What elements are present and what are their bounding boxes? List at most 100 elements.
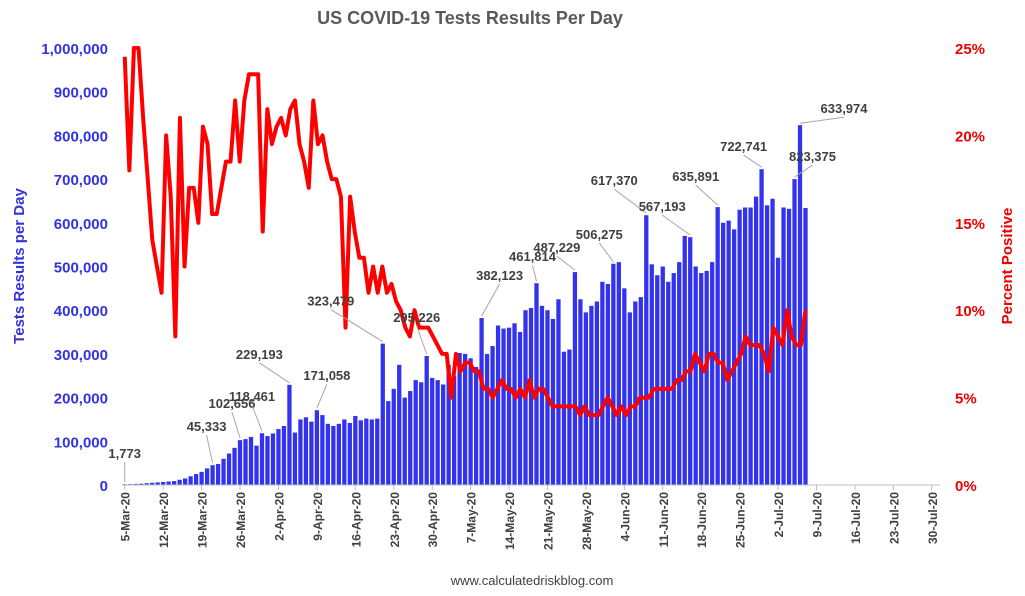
x-axis: 5-Mar-20 12-Mar-20 19-Mar-20 26-Mar-20 2-Apr… bbox=[119, 485, 940, 550]
bar bbox=[506, 327, 512, 485]
bar bbox=[671, 273, 676, 485]
bar bbox=[150, 482, 155, 485]
x-tick-label: 9-Apr-20 bbox=[311, 492, 325, 541]
bar bbox=[715, 207, 720, 485]
annotation-label: 461,814 bbox=[509, 249, 557, 264]
bar bbox=[786, 208, 792, 485]
bar bbox=[677, 262, 682, 485]
bar bbox=[386, 401, 391, 485]
bar bbox=[556, 299, 561, 485]
bar bbox=[298, 419, 303, 485]
annotation-leader bbox=[695, 184, 719, 206]
bar bbox=[133, 483, 138, 485]
annotation-leader bbox=[613, 188, 647, 214]
bar bbox=[237, 440, 243, 485]
x-tick-label: 16-Jul-20 bbox=[849, 492, 863, 544]
bar bbox=[490, 346, 495, 485]
bar bbox=[314, 410, 320, 485]
x-tick-label: 7-May-20 bbox=[465, 492, 479, 544]
x-tick-label: 9-Jul-20 bbox=[811, 492, 825, 538]
x-tick-label: 16-Apr-20 bbox=[349, 492, 363, 548]
annotation-leader bbox=[481, 283, 501, 317]
annotation-leader bbox=[661, 214, 691, 236]
bar bbox=[473, 367, 479, 485]
bar bbox=[792, 179, 797, 485]
x-tick-label: 26-Mar-20 bbox=[234, 492, 248, 548]
bar bbox=[452, 375, 457, 485]
bar bbox=[380, 343, 385, 485]
y2-tick-label: 5% bbox=[955, 391, 977, 408]
annotation-leader bbox=[598, 242, 614, 263]
x-tick-label: 28-May-20 bbox=[580, 492, 594, 550]
bar bbox=[265, 436, 270, 485]
bar bbox=[375, 418, 380, 485]
bar bbox=[166, 481, 171, 485]
x-tick-label: 23-Apr-20 bbox=[388, 492, 402, 548]
bar bbox=[232, 447, 237, 485]
bar bbox=[369, 419, 374, 485]
annotation-label: 633,974 bbox=[821, 101, 869, 116]
bar bbox=[693, 266, 698, 485]
x-tick-label: 30-Jul-20 bbox=[926, 492, 940, 544]
bar bbox=[688, 237, 693, 485]
bar bbox=[611, 263, 616, 485]
annotation-leader bbox=[251, 405, 263, 432]
bar bbox=[199, 471, 204, 485]
bar bbox=[139, 483, 144, 485]
bar bbox=[616, 262, 621, 485]
y2-tick-label: 25% bbox=[955, 41, 985, 58]
bar bbox=[182, 478, 188, 485]
bar bbox=[347, 422, 352, 485]
annotation-leader bbox=[794, 164, 813, 178]
bar bbox=[775, 257, 781, 485]
y-tick-label: 700,000 bbox=[54, 172, 108, 189]
annotation-leader bbox=[532, 265, 537, 282]
bar bbox=[589, 305, 594, 485]
y2-tick-label: 0% bbox=[955, 478, 977, 495]
bar bbox=[243, 439, 248, 485]
right-y-axis: 0% 5% 10% 15% 20% 25% bbox=[955, 41, 985, 495]
annotation-label: 171,058 bbox=[303, 368, 350, 383]
bar bbox=[358, 420, 363, 485]
bar bbox=[276, 429, 281, 485]
bar bbox=[649, 264, 654, 485]
y2-tick-label: 10% bbox=[955, 303, 985, 320]
bar bbox=[534, 283, 539, 485]
annotation-label: 722,741 bbox=[720, 139, 767, 154]
bar bbox=[144, 483, 149, 485]
bar bbox=[221, 458, 226, 485]
bar bbox=[336, 423, 341, 485]
bar bbox=[484, 353, 490, 485]
bar bbox=[501, 328, 506, 485]
annotation-label: 45,333 bbox=[187, 419, 227, 434]
x-tick-label: 18-Jun-20 bbox=[695, 492, 709, 548]
annotation-leader bbox=[416, 325, 428, 355]
annotation-label: 118,461 bbox=[229, 389, 275, 404]
bar bbox=[155, 482, 160, 485]
bar bbox=[161, 481, 166, 485]
bar bbox=[539, 305, 545, 485]
bar bbox=[803, 207, 808, 485]
bar bbox=[193, 474, 199, 485]
bar bbox=[512, 323, 517, 485]
bar bbox=[462, 353, 468, 485]
bar bbox=[721, 222, 726, 486]
y-tick-label: 1,000,000 bbox=[41, 41, 108, 58]
y-tick-label: 400,000 bbox=[54, 303, 108, 320]
annotation-label: 617,370 bbox=[591, 173, 638, 188]
bar bbox=[737, 209, 742, 485]
bar bbox=[457, 353, 462, 485]
bar bbox=[731, 229, 737, 485]
annotation-label: 567,193 bbox=[639, 199, 686, 214]
bar bbox=[710, 262, 715, 485]
bar bbox=[550, 318, 556, 485]
y-tick-label: 800,000 bbox=[54, 128, 108, 145]
y2-tick-label: 15% bbox=[955, 216, 985, 233]
bar bbox=[561, 351, 567, 485]
bar bbox=[495, 325, 501, 485]
annotation-leader bbox=[259, 362, 290, 384]
annotation-leader bbox=[556, 255, 576, 271]
bar bbox=[248, 436, 254, 485]
